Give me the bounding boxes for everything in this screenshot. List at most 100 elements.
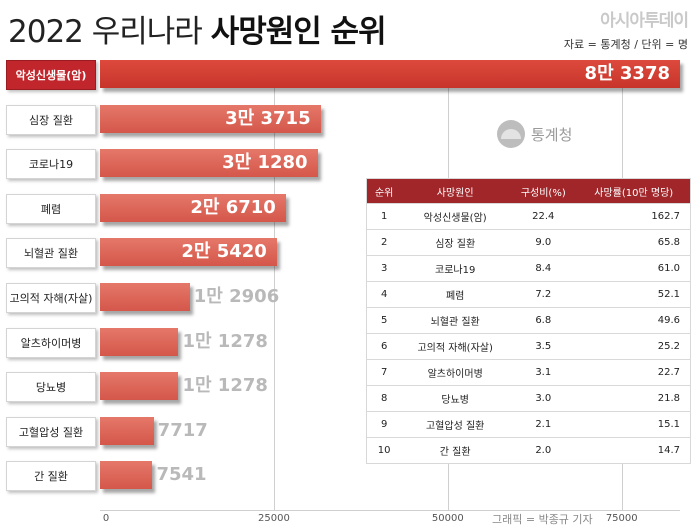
bar [100, 461, 153, 490]
table-row: 4 폐렴 7.2 52.1 [366, 281, 691, 308]
data-label: 2만 6710 [190, 196, 276, 218]
data-label: 1만 1278 [182, 375, 268, 397]
data-label: 1만 2906 [193, 286, 280, 307]
category-label: 당뇨병 [6, 372, 96, 403]
table-row: 5 뇌혈관 질환 6.8 49.6 [366, 307, 691, 334]
table-cell: 21.8 [577, 385, 691, 412]
table-row: 10 간 질환 2.0 14.7 [366, 437, 691, 464]
category-label: 고혈압성 질환 [6, 416, 96, 447]
table-cell: 2 [366, 229, 402, 256]
table-row: 3 코로나19 8.4 61.0 [366, 255, 691, 282]
x-tick-label: 0 [102, 513, 110, 524]
data-label: 1만 1278 [182, 330, 268, 352]
table-cell: 2.0 [509, 437, 578, 464]
bar [100, 60, 680, 88]
data-label: 3만 1280 [222, 152, 308, 174]
table-cell: 고혈압성 질환 [401, 411, 510, 438]
chart-title-regular: 2022 우리나라 [8, 14, 203, 50]
table-header: 사망률(10만 명당) [577, 178, 691, 204]
table-header: 사망원인 [401, 178, 510, 204]
statistics-korea-logo: 통계청 [497, 120, 572, 148]
x-tick-label: 50000 [431, 513, 464, 524]
bar [100, 104, 321, 133]
table-cell: 9.0 [509, 229, 578, 256]
kostat-emblem-icon [497, 120, 525, 148]
table-cell: 고의적 자해(자살) [401, 333, 510, 360]
category-label: 뇌혈관 질환 [6, 238, 96, 269]
table-cell: 61.0 [577, 255, 691, 282]
table-cell: 3.1 [509, 359, 578, 386]
table-cell: 2.1 [509, 411, 578, 438]
table-cell: 1 [366, 203, 402, 230]
category-label: 폐렴 [6, 193, 96, 224]
chart-title: 2022 우리나라 사망원인 순위 [8, 6, 387, 51]
source-note: 자료 = 통계청 / 단위 = 명 [563, 38, 688, 51]
bar [100, 149, 318, 178]
table-row: 8 당뇨병 3.0 21.8 [366, 385, 691, 412]
bar [100, 327, 179, 356]
category-label: 코로나19 [6, 149, 96, 180]
table-header: 순위 [366, 178, 402, 204]
table-cell: 당뇨병 [401, 385, 510, 412]
data-label: 7541 [156, 464, 207, 486]
table-header-row: 순위 사망원인 구성비(%) 사망률(10만 명당) [366, 178, 691, 204]
death-cause-table: 순위 사망원인 구성비(%) 사망률(10만 명당) 1 악성신생물(암) 22.4… [366, 178, 691, 464]
table-cell: 3 [366, 255, 402, 282]
table-cell: 6 [366, 333, 402, 360]
table-cell: 52.1 [577, 281, 691, 308]
table-row: 1 악성신생물(암) 22.4 162.7 [366, 203, 691, 230]
table-cell: 7.2 [509, 281, 578, 308]
x-tick-label: 75000 [605, 513, 638, 524]
table-header: 구성비(%) [509, 178, 578, 204]
bar [100, 416, 154, 445]
data-label: 7717 [157, 419, 208, 441]
table-cell: 뇌혈관 질환 [401, 307, 510, 334]
table-cell: 코로나19 [401, 255, 510, 282]
table-cell: 15.1 [577, 411, 691, 438]
table-cell: 49.6 [577, 307, 691, 334]
table-cell: 3.5 [509, 333, 578, 360]
table-row: 2 심장 질환 9.0 65.8 [366, 229, 691, 256]
bar [100, 372, 179, 401]
category-label: 알츠하이머병 [6, 327, 96, 358]
table-cell: 5 [366, 307, 402, 334]
data-label: 8만 3378 [584, 63, 670, 84]
table-cell: 악성신생물(암) [401, 203, 510, 230]
chart-title-bold: 사망원인 순위 [210, 14, 387, 50]
bar [100, 193, 286, 222]
category-label: 심장 질환 [6, 104, 96, 135]
table-cell: 25.2 [577, 333, 691, 360]
data-label: 3만 3715 [225, 107, 311, 129]
table-cell: 3.0 [509, 385, 578, 412]
table-row: 9 고혈압성 질환 2.1 15.1 [366, 411, 691, 438]
table-cell: 10 [366, 437, 402, 464]
table-cell: 7 [366, 359, 402, 386]
x-tick-label: 25000 [258, 513, 290, 524]
table-cell: 알츠하이머병 [401, 359, 510, 386]
table-cell: 심장 질환 [401, 229, 510, 256]
category-label: 간 질환 [6, 461, 96, 492]
table-cell: 6.8 [509, 307, 578, 334]
data-label: 2만 5420 [181, 241, 267, 263]
category-label: 악성신생물(암) [6, 60, 96, 90]
category-label: 고의적 자해(자살) [6, 283, 96, 313]
bar [100, 238, 277, 267]
table-body: 1 악성신생물(암) 22.4 162.7 2 심장 질환 9.0 65.8 3 코로나19 8.4… [366, 203, 691, 464]
table-cell: 간 질환 [401, 437, 510, 464]
table-cell: 8.4 [509, 255, 578, 282]
publisher-logo: 아시아투데이 [600, 11, 689, 31]
table-cell: 162.7 [577, 203, 691, 230]
table-cell: 22.7 [577, 359, 691, 386]
table-cell: 65.8 [577, 229, 691, 256]
table-cell: 9 [366, 411, 402, 438]
table-row: 6 고의적 자해(자살) 3.5 25.2 [366, 333, 691, 360]
kostat-logo-text: 통계청 [531, 125, 573, 144]
table-cell: 폐렴 [401, 281, 510, 308]
graphic-credit: 그래픽 = 박종규 기자 [492, 513, 593, 526]
table-row: 7 알츠하이머병 3.1 22.7 [366, 359, 691, 386]
table-cell: 14.7 [577, 437, 691, 464]
x-axis [100, 510, 680, 511]
table-cell: 22.4 [509, 203, 578, 230]
bar [100, 283, 190, 311]
gridline [273, 60, 275, 510]
